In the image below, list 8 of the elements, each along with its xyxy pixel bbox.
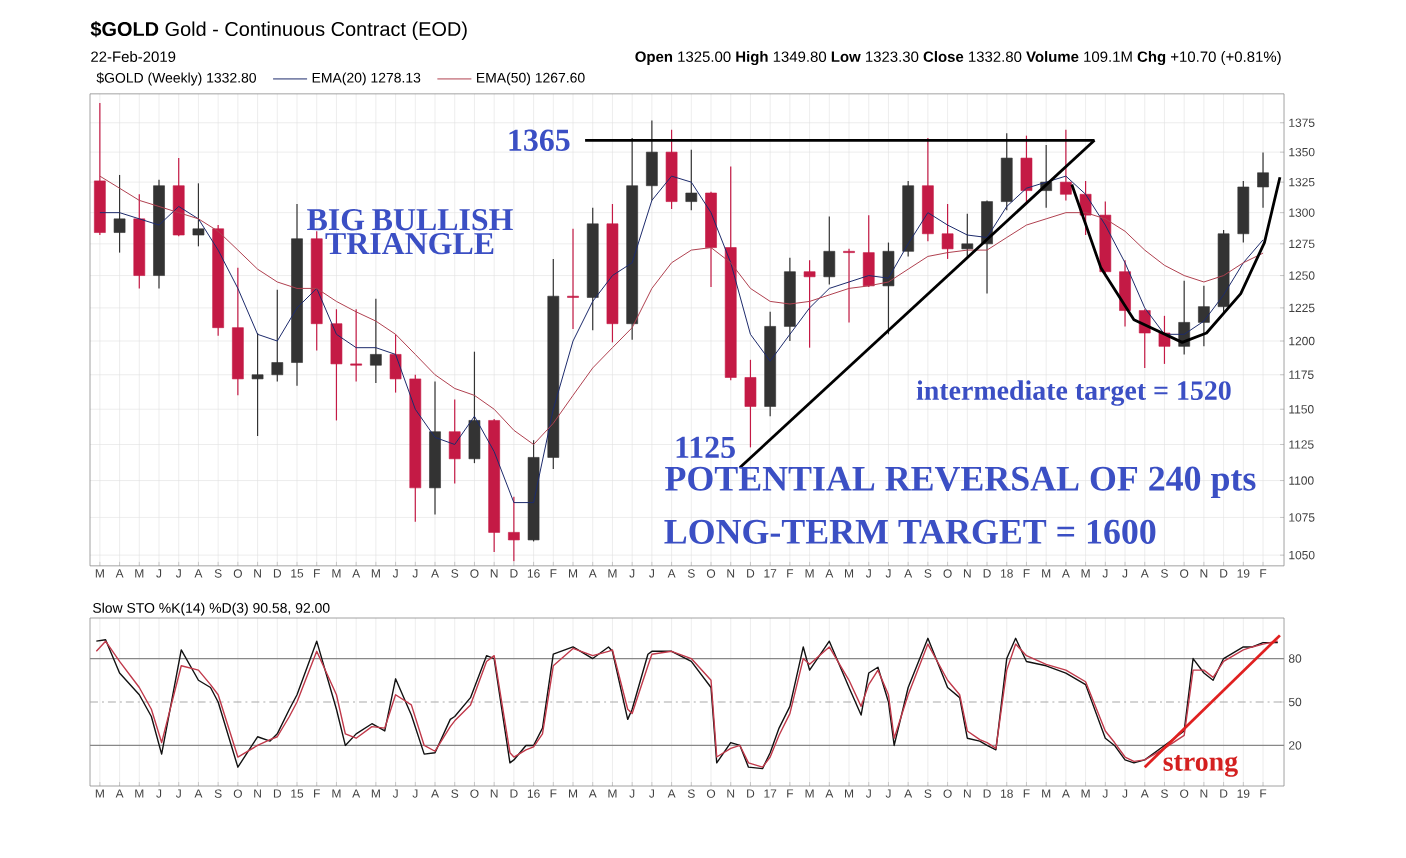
annotation: POTENTIAL REVERSAL OF 240 pts [665,466,1256,499]
chart-title: $GOLD Gold - Continuous Contract (EOD) [90,21,467,40]
annotation: LONG-TERM TARGET = 1600 [664,519,1156,544]
annotation: BIG BULLISH TRIANGLE [307,209,513,255]
annotation: intermediate target = 1520 [916,380,1231,406]
annotation: strong [1163,754,1238,777]
annotation: 1125 [676,436,735,459]
annotation: 1365 [509,129,570,151]
